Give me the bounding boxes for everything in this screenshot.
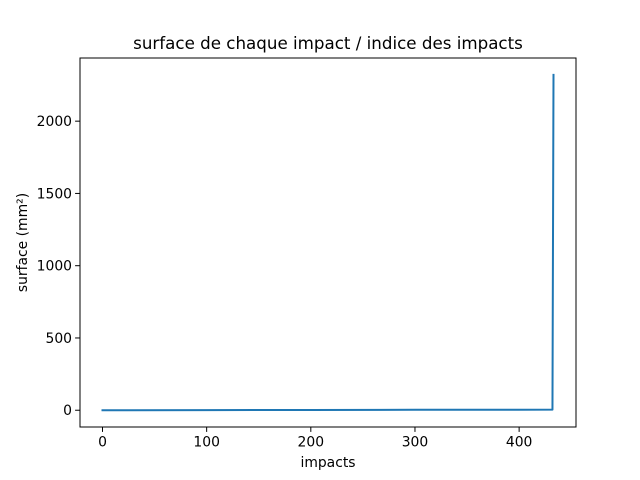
y-axis-label: surface (mm²) bbox=[15, 193, 31, 292]
chart-title: surface de chaque impact / indice des im… bbox=[133, 33, 523, 53]
y-tick-label: 1000 bbox=[37, 259, 72, 275]
x-tick-label: 100 bbox=[193, 435, 220, 451]
series-line bbox=[101, 73, 555, 412]
y-axis: 0 500 1000 1500 2000 bbox=[37, 114, 80, 419]
x-axis: 0 100 200 300 400 bbox=[98, 427, 532, 451]
plot-series-layer bbox=[101, 73, 555, 412]
plot-frame bbox=[79, 57, 577, 428]
x-tick-label: 200 bbox=[298, 435, 325, 451]
y-tick-label: 500 bbox=[45, 331, 72, 347]
x-tick-label: 400 bbox=[506, 435, 533, 451]
x-axis-label: impacts bbox=[300, 455, 355, 471]
x-tick-label: 0 bbox=[98, 435, 107, 451]
y-tick-label: 1500 bbox=[37, 186, 72, 202]
x-tick-label: 300 bbox=[402, 435, 429, 451]
y-tick-label: 2000 bbox=[37, 114, 72, 130]
y-tick-label: 0 bbox=[63, 403, 72, 419]
